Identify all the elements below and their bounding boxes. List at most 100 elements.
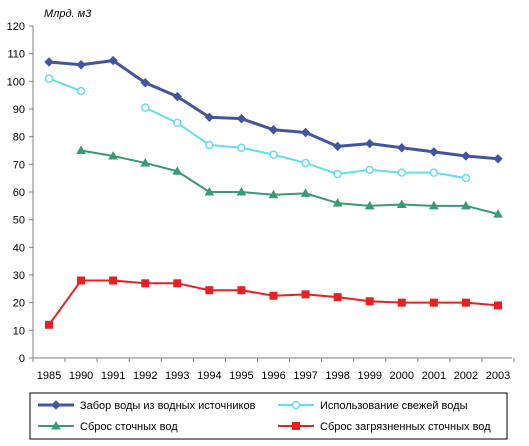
data-point [365, 165, 374, 175]
series-layer [44, 55, 503, 329]
y-axis: Млрд. м3 0 10 20 30 40 50 60 70 80 90 100 110 120 [7, 8, 93, 365]
legend-label: Сброс загрязненных сточных вод [320, 421, 491, 433]
data-point [493, 154, 503, 164]
data-point [428, 200, 439, 210]
data-point [429, 168, 439, 177]
x-tick-label: 1994 [197, 370, 221, 382]
data-point [237, 143, 246, 152]
data-point [76, 145, 86, 154]
data-point [429, 298, 438, 307]
data-point [269, 291, 278, 300]
data-point [269, 150, 278, 159]
y-unit-label: Млрд. м3 [44, 8, 92, 20]
y-tick-label: 50 [13, 215, 25, 227]
data-point [494, 301, 502, 310]
series-2 [76, 145, 503, 218]
x-tick-label: 1997 [293, 370, 317, 382]
data-point [51, 420, 61, 430]
series-1 [44, 74, 471, 183]
y-tick-label: 90 [13, 104, 25, 116]
y-tick-label: 20 [13, 298, 25, 310]
data-point [109, 276, 118, 285]
data-point [45, 320, 53, 329]
data-point [461, 200, 471, 210]
legend-entry-0: Забор воды из водных источников [38, 400, 256, 412]
data-point [140, 78, 150, 88]
legend-entry-2: Сброс сточных вод [38, 420, 178, 433]
data-point [300, 127, 311, 138]
y-tick-label: 10 [13, 325, 25, 337]
x-tick-label: 2003 [486, 370, 510, 382]
data-point [205, 140, 214, 150]
series-3 [45, 276, 502, 329]
data-point [429, 147, 439, 157]
x-tick-label: 1998 [325, 370, 349, 382]
data-point [204, 186, 215, 196]
y-tick-label: 80 [13, 132, 25, 144]
data-point [108, 151, 119, 160]
data-point [461, 298, 470, 307]
data-point [172, 166, 183, 175]
data-point [268, 125, 279, 135]
data-point [173, 279, 182, 288]
data-point [365, 138, 375, 149]
data-point [396, 199, 407, 208]
data-point [141, 279, 150, 288]
data-point [108, 55, 118, 66]
series-line [48, 77, 82, 92]
data-point [364, 200, 375, 210]
legend-entry-3: Сброс загрязненных сточных вод [278, 421, 491, 433]
data-point [301, 158, 310, 168]
x-tick-label: 1993 [165, 370, 189, 382]
data-point [461, 173, 471, 183]
x-tick-label: 1992 [133, 370, 157, 382]
legend-label: Сброс сточных вод [80, 421, 178, 433]
data-point [76, 86, 86, 96]
x-tick-label: 1985 [37, 370, 61, 382]
data-point [140, 103, 150, 112]
data-point [291, 400, 301, 410]
data-point [44, 57, 54, 67]
data-point [461, 151, 471, 161]
data-point [140, 157, 151, 167]
x-tick-label: 1995 [229, 370, 253, 382]
data-point [268, 189, 279, 199]
data-point [300, 188, 311, 197]
legend-label: Забор воды из водных источников [80, 400, 256, 412]
data-point [236, 113, 247, 124]
x-tick-label: 1990 [69, 370, 93, 382]
y-tick-label: 40 [13, 242, 25, 254]
series-0 [44, 55, 503, 164]
data-point [237, 286, 246, 295]
data-point [172, 91, 182, 102]
data-point [365, 297, 374, 306]
x-tick-label: 2001 [422, 370, 446, 382]
data-point [493, 209, 503, 218]
x-axis: 1985 1990 1991 1992 1993 1994 1995 1996 1997 1998… [32, 357, 515, 382]
data-point [77, 276, 86, 285]
x-tick-label: 1996 [261, 370, 285, 382]
legend-label: Использование свежей воды [320, 400, 468, 412]
data-point [333, 293, 342, 302]
data-point [44, 74, 54, 83]
y-tick-label: 60 [13, 187, 25, 199]
y-tick-label: 110 [7, 49, 25, 61]
data-point [173, 118, 182, 128]
y-tick-label: 0 [19, 353, 25, 365]
series-line [144, 106, 467, 180]
legend-entry-1: Использование свежей воды [278, 400, 468, 412]
data-point [204, 112, 215, 123]
data-point [205, 286, 214, 295]
series-line [80, 149, 499, 216]
data-point [301, 290, 310, 299]
data-point [332, 198, 343, 207]
x-tick-label: 1999 [357, 370, 381, 382]
legend-box [29, 392, 508, 440]
data-point [332, 141, 343, 152]
x-tick-label: 2000 [390, 370, 414, 382]
data-point [397, 168, 407, 177]
y-tick-label: 70 [13, 159, 25, 171]
x-tick-label: 2002 [454, 370, 478, 382]
data-point [397, 143, 407, 153]
